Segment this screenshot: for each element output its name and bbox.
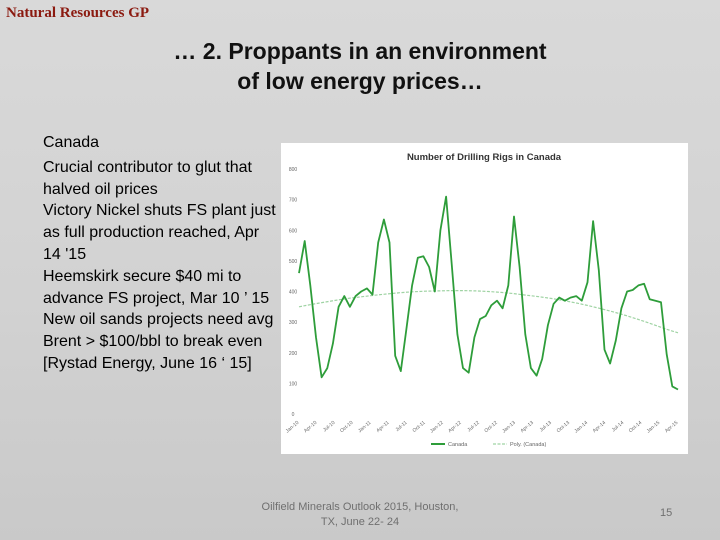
x-tick-label: Oct-11	[412, 420, 427, 434]
y-tick-label: 100	[289, 381, 298, 387]
x-tick-label: Jul-10	[322, 420, 336, 433]
x-tick-label: Oct-10	[339, 420, 355, 434]
series-layer	[298, 195, 679, 391]
footer-caption: Oilfield Minerals Outlook 2015, Houston,…	[250, 500, 470, 530]
x-tick-label: Apr-11	[375, 420, 390, 434]
section-heading: Canada	[43, 134, 100, 151]
y-tick-label: 500	[289, 259, 298, 265]
slide-title-line-2: of low energy prices…	[237, 68, 483, 94]
x-tick-label: Apr-14	[592, 420, 608, 434]
bullet-item: Heemskirk secure $40 mi to advance FS pr…	[43, 267, 270, 307]
x-tick-label: Apr-10	[303, 420, 319, 434]
y-tick-label: 200	[289, 351, 298, 357]
x-tick-label: Apr-13	[520, 420, 536, 434]
y-tick-label: 600	[289, 228, 298, 234]
y-tick-label: 300	[289, 320, 298, 326]
x-tick-label: Apr-12	[447, 420, 463, 434]
x-tick-label: Jul-11	[395, 420, 409, 433]
x-tick-label: Apr-15	[664, 420, 680, 434]
x-axis-ticks: Jan-10 Apr-10 Jul-10 Oct-10 Jan-11 Apr-11 Jul-…	[285, 420, 680, 435]
x-tick-label: Jul-12	[466, 420, 480, 433]
slide-title: … 2. Proppants in an environment of low …	[90, 36, 630, 96]
y-tick-label: 700	[289, 198, 298, 204]
trend-line	[298, 290, 679, 334]
bullet-item: New oil sands projects need avg Brent > …	[43, 311, 274, 372]
x-tick-label: Oct-14	[628, 420, 644, 434]
y-tick-label: 800	[289, 167, 298, 173]
y-tick-label: 400	[289, 290, 298, 296]
x-tick-label: Jul-14	[611, 420, 625, 433]
footer-line-2: TX, June 22- 24	[320, 516, 400, 528]
org-name: Natural Resources GP	[6, 5, 150, 21]
legend-label: Poly. (Canada)	[510, 442, 546, 448]
x-tick-label: Jan-13	[501, 420, 517, 435]
chart-legend: Canada Poly. (Canada)	[431, 442, 546, 448]
series-line	[298, 195, 679, 391]
legend-label: Canada	[448, 442, 468, 448]
footer-line-1: Oilfield Minerals Outlook 2015, Houston,	[261, 501, 459, 513]
x-tick-label: Jan-12	[429, 420, 445, 435]
x-tick-label: Jan-14	[573, 420, 589, 435]
x-tick-label: Oct-13	[556, 420, 572, 434]
x-tick-label: Oct-12	[483, 420, 499, 434]
chart-canvas: Number of Drilling Rigs in Canada 0 100 20…	[285, 152, 680, 448]
chart-title: Number of Drilling Rigs in Canada	[407, 152, 562, 163]
y-tick-label: 0	[292, 412, 295, 418]
drilling-rigs-chart: Number of Drilling Rigs in Canada 0 100 20…	[281, 143, 688, 454]
bullet-item: Crucial contributor to glut that halved …	[43, 158, 252, 198]
x-tick-label: Jul-13	[539, 420, 553, 433]
slide-body: Canada Crucial contributor to glut that …	[43, 132, 278, 375]
page-number: 15	[660, 507, 673, 519]
x-tick-label: Jan-10	[285, 420, 301, 435]
x-tick-label: Jan-11	[357, 420, 372, 434]
x-tick-label: Jan-15	[646, 420, 662, 435]
bullet-item: Victory Nickel shuts FS plant just as fu…	[43, 202, 276, 263]
y-axis-ticks: 0 100 200 300 400 500 600 700 800	[289, 167, 298, 418]
slide-title-line-1: … 2. Proppants in an environment	[173, 38, 547, 64]
